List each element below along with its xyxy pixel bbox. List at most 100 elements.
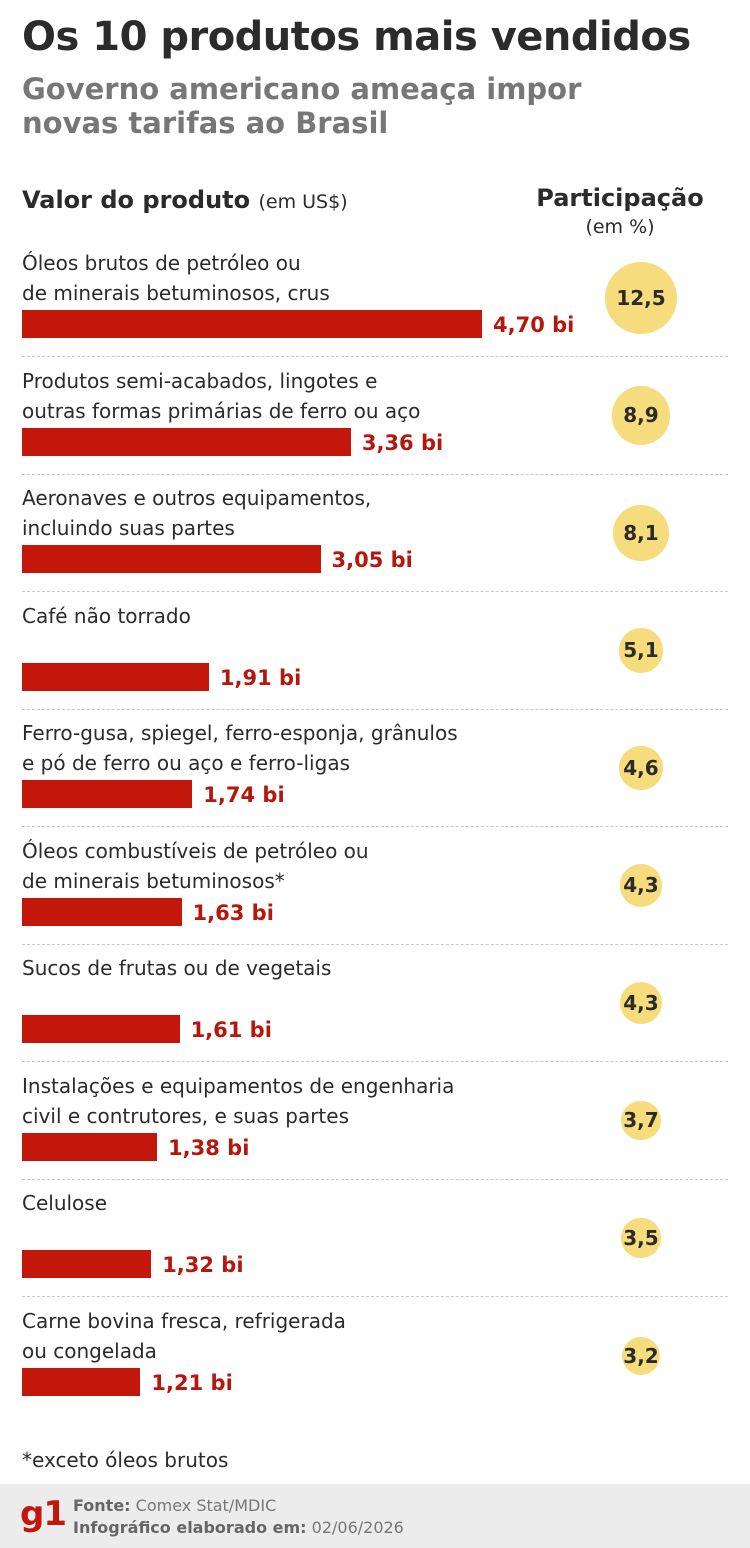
value-bar xyxy=(22,1367,141,1396)
value-label: 1,21 bi xyxy=(151,1370,233,1395)
product-label-line: Sucos de frutas ou de vegetais xyxy=(22,956,332,980)
share-value: 8,9 xyxy=(623,403,659,428)
product-label-line: Carne bovina fresca, refrigerada xyxy=(22,1308,346,1333)
product-label-line: ou congelada xyxy=(22,1338,157,1363)
product-label-line: Óleos brutos de petróleo ou xyxy=(22,251,301,275)
value-bar xyxy=(22,1015,180,1043)
product-label: Ferro-gusa, spiegel, ferro-esponja, grân… xyxy=(22,718,522,778)
share-column-unit: (em %) xyxy=(585,216,655,238)
share-value: 8,1 xyxy=(623,520,659,545)
product-label-line: Óleos combustíveis de petróleo ou xyxy=(22,838,369,863)
product-label: Produtos semi-acabados, lingotes e outras… xyxy=(22,366,522,426)
value-bar xyxy=(22,427,351,456)
value-bar xyxy=(22,310,482,338)
product-row: Celulose 1,32 bi 3,5 xyxy=(0,1180,750,1297)
product-row: Sucos de frutas ou de vegetais 1,61 bi 4,3 xyxy=(0,945,750,1062)
footer: g1 Fonte: Comex Stat/MDIC Infográfico el… xyxy=(0,1484,750,1548)
product-label-line: Instalações e equipamentos de engenharia xyxy=(22,1073,455,1098)
product-label-line: Ferro-gusa, spiegel, ferro-esponja, grân… xyxy=(22,721,458,745)
product-row: Carne bovina fresca, refrigerada ou conge… xyxy=(0,1298,750,1415)
product-label-line: civil e contrutores, e suas partes xyxy=(22,1103,350,1128)
product-label-line: outras formas primárias de ferro ou aço xyxy=(22,398,421,423)
value-label: 1,61 bi xyxy=(190,1018,272,1042)
share-value: 3,7 xyxy=(623,1108,659,1133)
row-divider xyxy=(22,826,728,827)
product-label-line: Produtos semi-acabados, lingotes e xyxy=(22,368,378,393)
product-label-line: incluindo suas partes xyxy=(22,516,235,540)
value-label: 3,05 bi xyxy=(331,548,413,572)
share-circle: 8,1 xyxy=(613,505,669,561)
share-circle: 5,1 xyxy=(618,628,664,673)
product-label-line: Aeronaves e outros equipamentos, xyxy=(22,486,372,510)
share-column-label: Participação xyxy=(536,184,704,212)
row-divider xyxy=(22,473,728,475)
product-row: Produtos semi-acabados, lingotes e outras… xyxy=(0,358,750,475)
value-bar xyxy=(22,1250,152,1278)
row-divider xyxy=(22,708,728,710)
share-circle: 12,5 xyxy=(605,262,677,334)
product-label: Café não torrado xyxy=(22,601,522,631)
row-divider xyxy=(22,943,728,945)
source-label: Fonte: xyxy=(73,1496,131,1515)
footnote: *exceto óleos brutos xyxy=(22,1448,229,1472)
source-line: Fonte: Comex Stat/MDIC xyxy=(73,1496,276,1515)
share-circle: 4,3 xyxy=(619,981,662,1024)
product-row: Óleos combustíveis de petróleo ou de mine… xyxy=(0,828,750,945)
share-value: 4,3 xyxy=(623,990,659,1015)
value-column-unit: (em US$) xyxy=(258,191,348,213)
share-value: 3,5 xyxy=(623,1225,659,1250)
value-bar xyxy=(22,897,182,926)
value-label: 1,63 bi xyxy=(192,900,274,925)
row-divider xyxy=(22,591,728,592)
product-label: Carne bovina fresca, refrigerada ou conge… xyxy=(22,1306,522,1366)
value-label: 1,91 bi xyxy=(219,665,302,690)
source-value: Comex Stat/MDIC xyxy=(135,1496,277,1515)
product-label-line: de minerais betuminosos, crus xyxy=(22,281,330,305)
row-divider xyxy=(22,1296,728,1297)
share-value: 4,6 xyxy=(623,755,659,780)
value-label: 3,36 bi xyxy=(361,430,444,455)
product-label: Aeronaves e outros equipamentos, incluind… xyxy=(22,483,522,543)
value-label: 1,32 bi xyxy=(162,1253,244,1277)
value-label: 4,70 bi xyxy=(493,313,575,337)
value-bar xyxy=(22,662,209,691)
date-line: Infográfico elaborado em: 02/06/2026 xyxy=(73,1518,404,1537)
page-title: Os 10 produtos mais vendidos xyxy=(22,14,691,60)
product-label: Óleos combustíveis de petróleo ou de mine… xyxy=(22,836,522,896)
product-row: Café não torrado 1,91 bi 5,1 xyxy=(0,593,750,710)
page-subtitle: Governo americano ameaça impor novas tar… xyxy=(22,72,582,140)
share-column-header: Participação (em %) xyxy=(520,184,720,238)
value-column-header: Valor do produto (em US$) xyxy=(22,186,348,214)
date-value: 02/06/2026 xyxy=(311,1518,404,1537)
share-value: 5,1 xyxy=(623,638,659,663)
share-circle: 4,6 xyxy=(619,746,663,790)
product-label-line: e pó de ferro ou aço e ferro-ligas xyxy=(22,751,350,775)
value-bar xyxy=(22,780,193,808)
share-circle: 3,2 xyxy=(622,1336,660,1375)
row-divider xyxy=(22,356,728,357)
product-label: Celulose xyxy=(22,1188,522,1218)
product-row: Aeronaves e outros equipamentos, incluind… xyxy=(0,475,750,592)
value-label: 1,38 bi xyxy=(168,1135,250,1160)
share-circle: 3,5 xyxy=(621,1218,661,1258)
row-divider xyxy=(22,1178,728,1180)
value-bar xyxy=(22,545,321,573)
share-value: 3,2 xyxy=(623,1343,659,1368)
product-label: Sucos de frutas ou de vegetais xyxy=(22,953,522,983)
share-circle: 8,9 xyxy=(611,386,671,445)
value-bar xyxy=(22,1132,158,1161)
g1-logo: g1 xyxy=(20,1494,67,1534)
product-row: Instalações e equipamentos de engenharia… xyxy=(0,1063,750,1180)
value-column-label: Valor do produto xyxy=(22,186,251,214)
product-row: Ferro-gusa, spiegel, ferro-esponja, grân… xyxy=(0,710,750,827)
share-circle: 3,7 xyxy=(621,1100,661,1141)
product-row: Óleos brutos de petróleo ou de minerais b… xyxy=(0,240,750,357)
product-label-line: Celulose xyxy=(22,1191,108,1215)
row-divider xyxy=(22,1061,728,1062)
product-label-line: de minerais betuminosos* xyxy=(22,868,285,893)
share-value: 4,3 xyxy=(623,873,659,898)
product-label: Óleos brutos de petróleo ou de minerais b… xyxy=(22,248,522,308)
product-label-line: Café não torrado xyxy=(22,603,191,628)
date-label: Infográfico elaborado em: xyxy=(73,1518,307,1537)
product-label: Instalações e equipamentos de engenharia… xyxy=(22,1071,522,1131)
